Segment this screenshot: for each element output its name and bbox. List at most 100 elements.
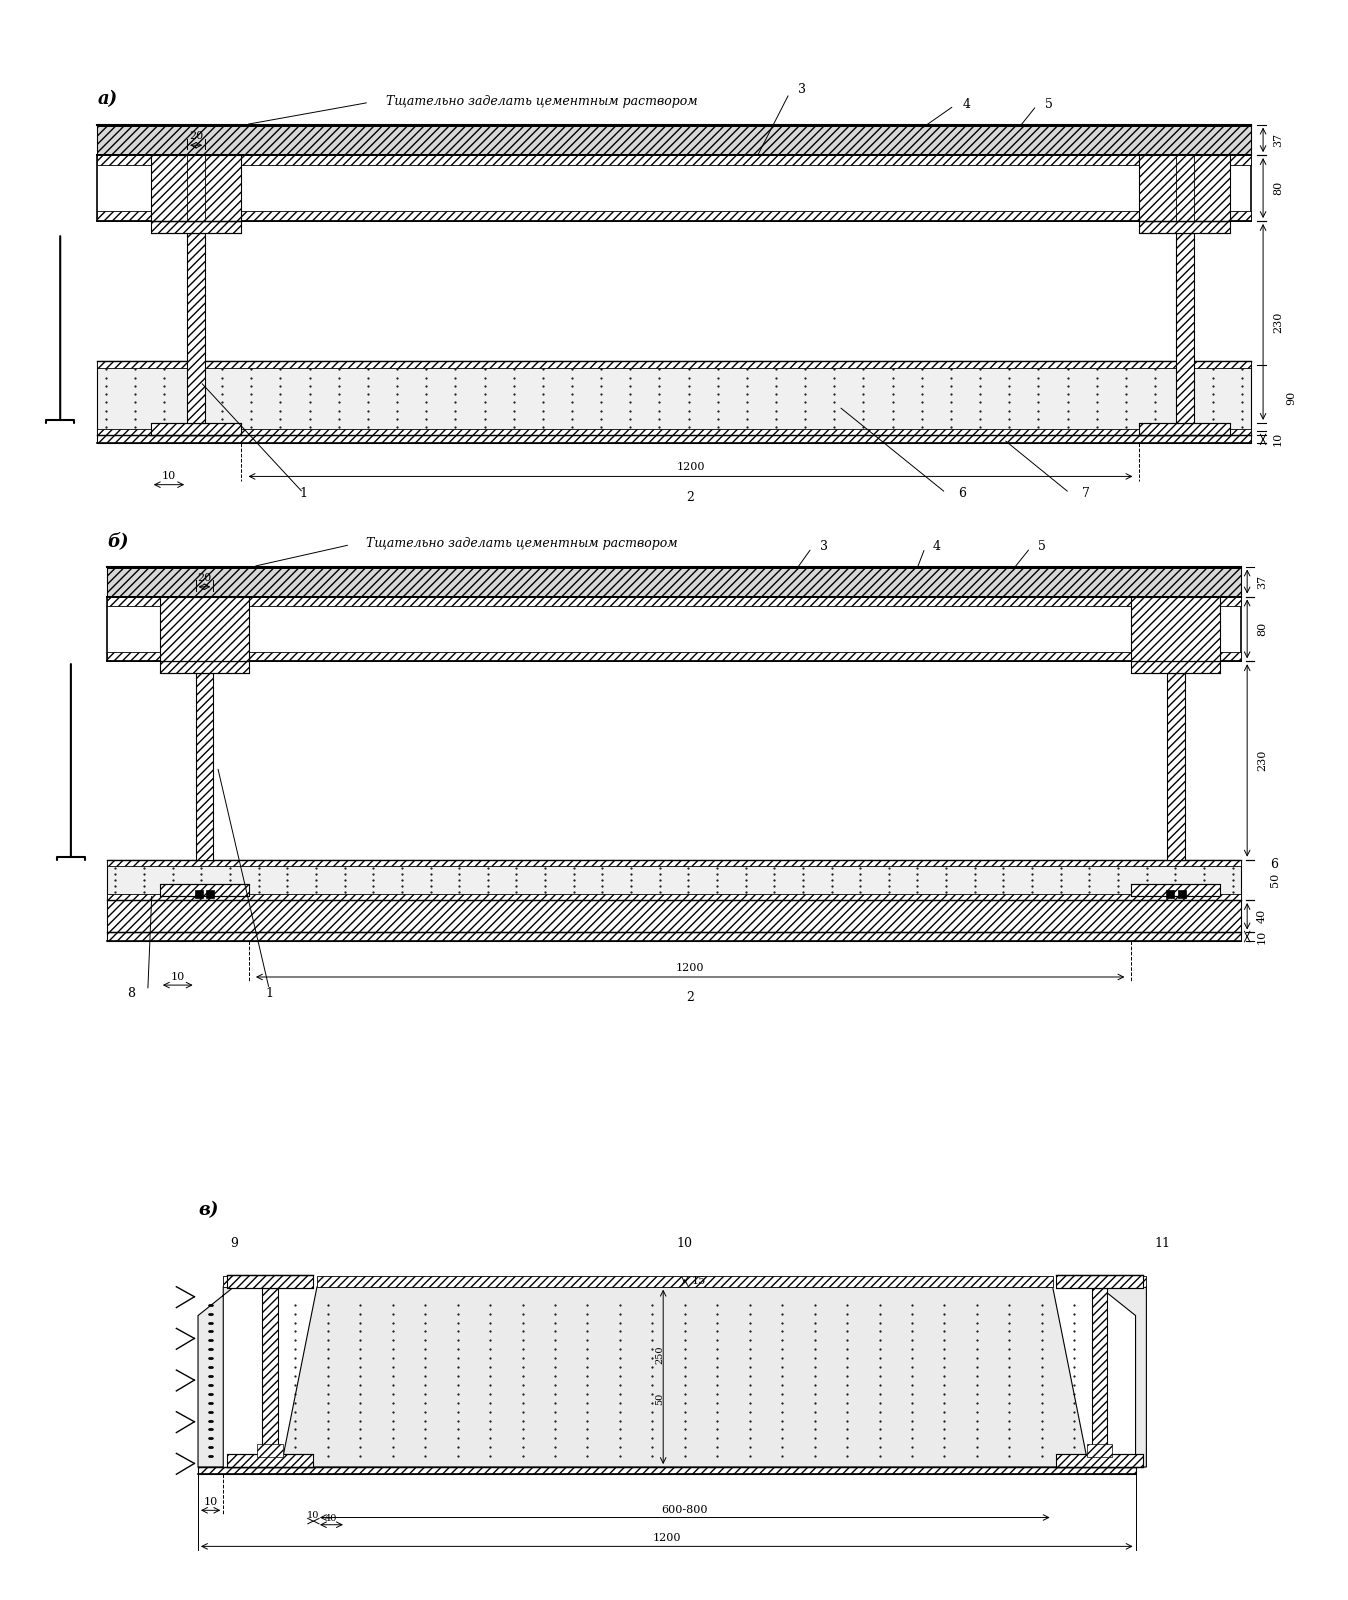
Polygon shape (1096, 1275, 1146, 1286)
Text: 7: 7 (1082, 486, 1091, 501)
Text: 37: 37 (1273, 133, 1283, 147)
Text: б): б) (108, 533, 129, 550)
Bar (187, 155, 205, 221)
Text: 10: 10 (162, 472, 177, 482)
Bar (198, 1467, 1135, 1474)
Bar (194, 890, 202, 898)
Bar (1139, 155, 1231, 221)
Text: 10: 10 (1273, 432, 1283, 446)
Bar (108, 597, 1240, 606)
Text: 90: 90 (1286, 390, 1297, 405)
Bar (108, 894, 1240, 901)
Text: 10: 10 (204, 1496, 218, 1507)
Polygon shape (198, 1286, 235, 1467)
Bar (151, 422, 241, 435)
Text: 20: 20 (197, 573, 212, 582)
Bar (1178, 890, 1186, 898)
Text: 4: 4 (933, 541, 941, 554)
Bar (263, 1288, 278, 1454)
Text: 3: 3 (798, 83, 806, 96)
Text: 6: 6 (1270, 858, 1278, 870)
Bar (108, 651, 1240, 661)
Bar (1139, 422, 1231, 435)
Bar (1175, 155, 1194, 221)
Text: 10: 10 (171, 971, 185, 982)
Bar (226, 1275, 313, 1288)
Text: Тщательно заделать цементным раствором: Тщательно заделать цементным раствором (386, 94, 697, 109)
Text: Тщательно заделать цементным раствором: Тщательно заделать цементным раствором (367, 538, 678, 550)
Text: 10: 10 (677, 1237, 693, 1250)
Bar (151, 155, 241, 221)
Polygon shape (224, 1275, 237, 1286)
Polygon shape (280, 1286, 1089, 1467)
Text: 50: 50 (655, 1392, 665, 1405)
Bar (97, 362, 1251, 368)
Bar (226, 1454, 313, 1467)
Bar (1057, 1275, 1143, 1288)
Bar (108, 901, 1240, 933)
Text: 1: 1 (266, 987, 274, 1000)
Bar (1139, 221, 1231, 234)
Bar (108, 566, 1240, 570)
Text: 250: 250 (655, 1346, 665, 1365)
Bar (1131, 597, 1220, 661)
Text: 2: 2 (686, 992, 694, 1005)
Bar (1131, 883, 1220, 896)
Text: 6: 6 (958, 486, 967, 501)
Bar (187, 234, 205, 422)
Text: 20: 20 (189, 131, 204, 141)
Bar (257, 1443, 283, 1458)
Bar (1086, 1443, 1112, 1458)
Text: а): а) (97, 90, 117, 109)
Text: 600-800: 600-800 (662, 1504, 708, 1515)
Bar (1167, 674, 1185, 859)
Text: 10: 10 (1256, 930, 1267, 944)
Bar (160, 661, 249, 674)
Text: 15: 15 (692, 1277, 706, 1286)
Text: 80: 80 (1256, 622, 1267, 637)
Text: 9: 9 (231, 1237, 239, 1250)
Bar (108, 566, 1240, 597)
Text: 8: 8 (128, 987, 136, 1000)
Bar (206, 890, 214, 898)
Text: в): в) (198, 1200, 218, 1219)
Bar (1131, 661, 1220, 674)
Text: 40: 40 (1256, 909, 1267, 923)
Text: 3: 3 (820, 541, 828, 554)
Bar (1175, 234, 1194, 422)
Bar (97, 362, 1251, 435)
Text: 40: 40 (325, 1514, 337, 1523)
Bar (160, 597, 249, 661)
Text: 37: 37 (1256, 574, 1267, 589)
Bar (97, 211, 1251, 221)
Bar (97, 155, 1251, 165)
Text: 1200: 1200 (652, 1533, 681, 1542)
Bar (108, 597, 1240, 661)
Text: 10: 10 (307, 1510, 319, 1520)
Bar (97, 155, 1251, 221)
Bar (108, 859, 1240, 866)
Text: 1: 1 (299, 486, 307, 501)
Text: 5: 5 (1045, 98, 1053, 110)
Polygon shape (317, 1275, 1053, 1286)
Bar (1057, 1454, 1143, 1467)
Text: 5: 5 (1038, 541, 1046, 554)
Text: 4: 4 (962, 98, 971, 110)
Bar (108, 859, 1240, 901)
Text: 1200: 1200 (677, 462, 705, 472)
Bar (195, 674, 213, 859)
Text: 230: 230 (1256, 750, 1267, 771)
Text: 80: 80 (1273, 181, 1283, 195)
Bar (160, 883, 249, 896)
Text: 1200: 1200 (675, 963, 705, 973)
Bar (97, 123, 1251, 126)
Text: 230: 230 (1273, 312, 1283, 333)
Bar (97, 429, 1251, 435)
Bar (97, 125, 1251, 155)
Bar (97, 435, 1251, 443)
Bar (1092, 1288, 1108, 1454)
Polygon shape (1100, 1286, 1146, 1467)
Text: 11: 11 (1155, 1237, 1170, 1250)
Text: 2: 2 (686, 491, 694, 504)
Bar (151, 221, 241, 234)
